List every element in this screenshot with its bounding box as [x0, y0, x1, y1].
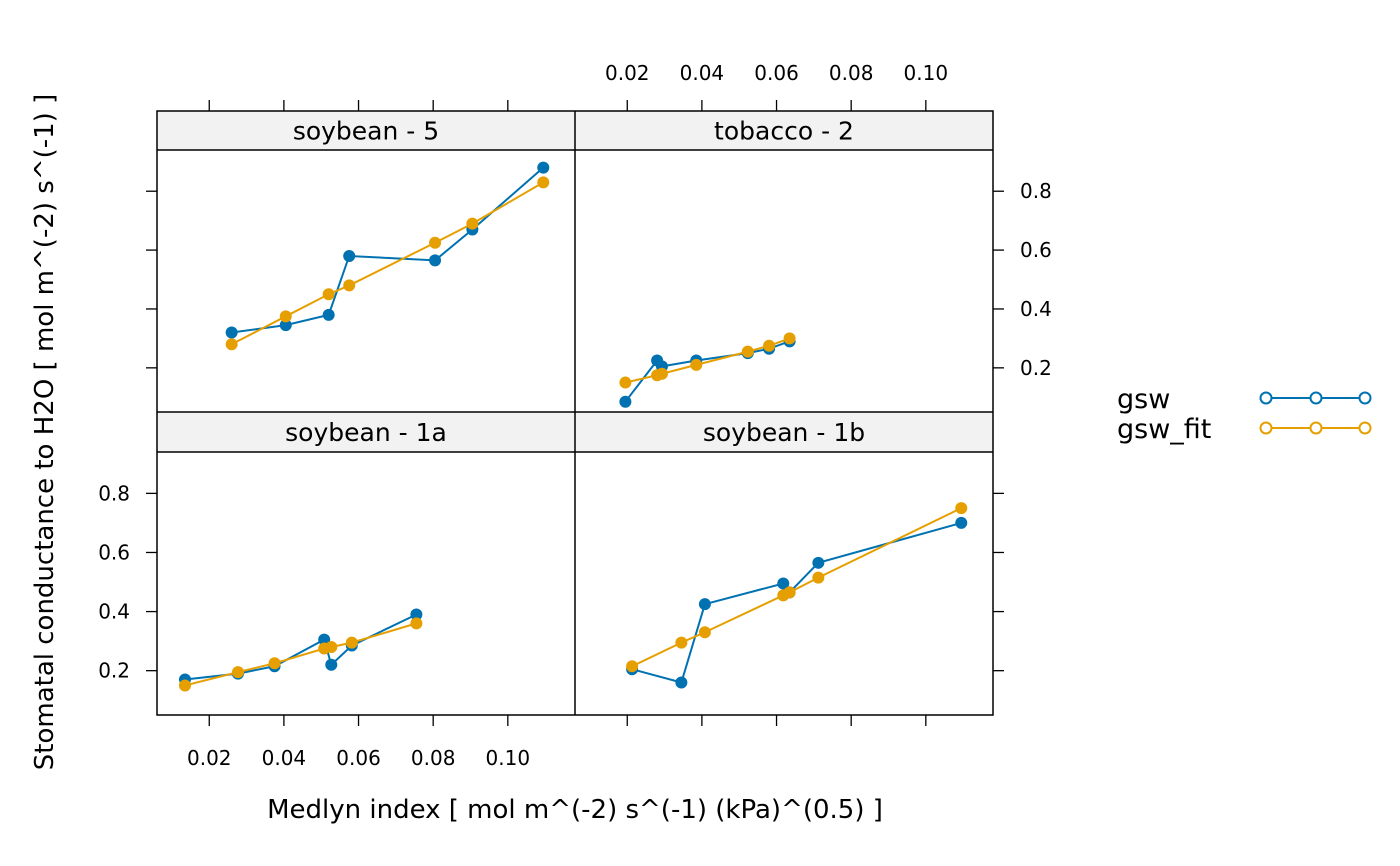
data-point-gsw_fit: [698, 626, 711, 639]
data-point-gsw: [279, 319, 292, 332]
data-point-gsw_fit: [626, 660, 639, 673]
x-tick-label-bottom: 0.06: [336, 746, 381, 770]
data-point-gsw_fit: [231, 666, 244, 679]
panel-strip: [575, 412, 993, 452]
data-point-gsw_fit: [225, 338, 238, 351]
data-point-gsw_fit: [268, 657, 281, 670]
data-point-gsw_fit: [812, 571, 825, 584]
data-point-gsw_fit: [343, 279, 356, 292]
data-point-gsw: [698, 598, 711, 611]
legend-label: gsw: [1117, 384, 1170, 415]
data-point-gsw_fit: [466, 217, 479, 230]
data-point-gsw: [537, 161, 550, 174]
panel-strip: [157, 412, 575, 452]
data-point-gsw_fit: [955, 502, 968, 515]
data-point-gsw_fit: [619, 376, 632, 389]
data-point-gsw: [812, 556, 825, 569]
legend-marker: [1309, 391, 1323, 405]
y-tick-label-right: 0.6: [1020, 238, 1052, 262]
x-tick-label-top: 0.04: [680, 61, 725, 85]
data-point-gsw: [619, 395, 632, 408]
data-point-gsw: [675, 676, 688, 689]
y-tick-label-left: 0.4: [98, 600, 130, 624]
legend-label: gsw_fit: [1117, 414, 1211, 445]
series-line-gsw: [184, 613, 417, 681]
data-point-gsw_fit: [763, 339, 776, 352]
y-tick-label-left: 0.6: [98, 540, 130, 564]
y-tick-label-left: 0.2: [98, 659, 130, 683]
y-tick-label-right: 0.8: [1020, 179, 1052, 203]
y-tick-label-right: 0.2: [1020, 356, 1052, 380]
legend-marker: [1259, 391, 1273, 405]
series-line-gsw: [231, 166, 544, 334]
x-tick-label-bottom: 0.10: [486, 746, 531, 770]
legend-marker: [1358, 421, 1372, 435]
x-axis-title: Medlyn index [ mol m^(-2) s^(-1) (kPa)^(…: [267, 795, 883, 825]
y-tick-label-right: 0.4: [1020, 297, 1052, 321]
panel-strip: [575, 111, 993, 150]
data-point-gsw_fit: [690, 358, 703, 371]
data-point-gsw_fit: [410, 617, 423, 630]
panel-strip-label: soybean - 5: [293, 117, 439, 146]
data-point-gsw: [322, 308, 335, 321]
data-point-gsw_fit: [322, 288, 335, 301]
legend-marker: [1358, 391, 1372, 405]
y-tick-label-left: 0.8: [98, 481, 130, 505]
x-tick-label-top: 0.06: [754, 61, 799, 85]
data-point-gsw: [225, 326, 238, 339]
series-line-gsw_fit: [231, 181, 544, 346]
panel-strip-label: soybean - 1b: [703, 418, 865, 447]
x-tick-label-top: 0.08: [829, 61, 874, 85]
data-point-gsw: [777, 577, 790, 590]
data-point-gsw: [343, 249, 356, 262]
data-point-gsw: [410, 608, 423, 621]
panel-strip-label: tobacco - 2: [714, 117, 854, 146]
data-point-gsw_fit: [325, 641, 338, 654]
data-point-gsw_fit: [345, 636, 358, 649]
series-line-gsw_fit: [184, 622, 417, 687]
series-line-gsw: [631, 521, 962, 684]
data-point-gsw: [325, 658, 338, 671]
x-tick-label-bottom: 0.08: [411, 746, 456, 770]
data-point-gsw_fit: [783, 586, 796, 599]
data-point-gsw_fit: [429, 236, 442, 249]
x-tick-label-top: 0.10: [904, 61, 949, 85]
data-point-gsw_fit: [279, 310, 292, 323]
legend-marker: [1309, 421, 1323, 435]
x-tick-label-top: 0.02: [605, 61, 650, 85]
x-tick-label-bottom: 0.02: [187, 746, 232, 770]
data-point-gsw: [429, 254, 442, 267]
data-point-gsw_fit: [675, 636, 688, 649]
data-point-gsw_fit: [537, 176, 550, 189]
data-point-gsw: [955, 516, 968, 529]
legend-marker: [1259, 421, 1273, 435]
panel-strip: [157, 111, 575, 150]
y-axis-title: Stomatal conductance to H2O [ mol m^(-2)…: [30, 94, 60, 770]
data-point-gsw_fit: [783, 332, 796, 345]
data-point-gsw_fit: [741, 345, 754, 358]
panel-strip-label: soybean - 1a: [285, 418, 447, 447]
data-point-gsw_fit: [178, 679, 191, 692]
x-tick-label-bottom: 0.04: [262, 746, 307, 770]
data-point-gsw_fit: [655, 367, 668, 380]
